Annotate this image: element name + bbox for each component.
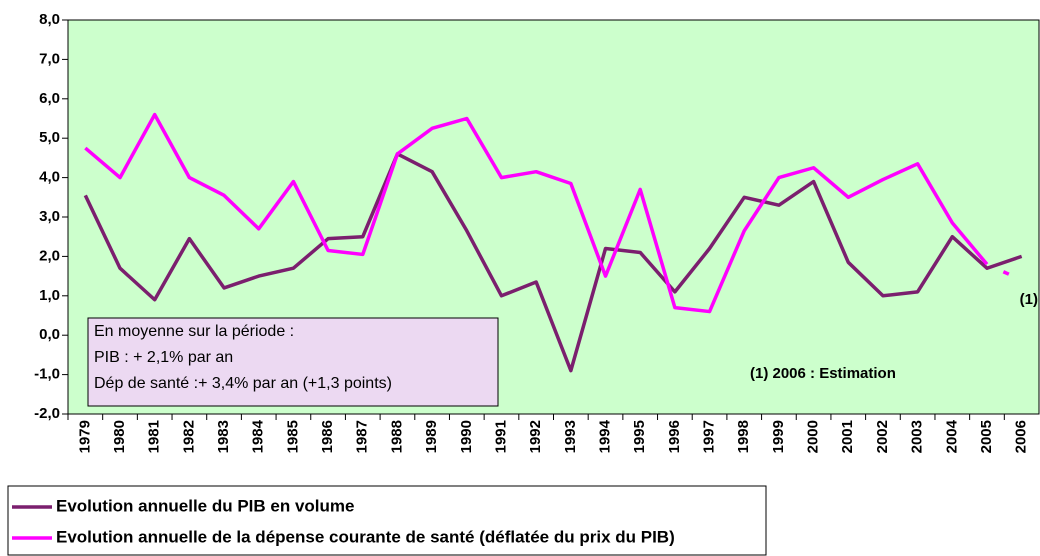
x-tick-label: 2000 <box>805 420 822 453</box>
x-tick-label: 2004 <box>943 419 960 453</box>
x-tick-label: 2006 <box>1013 420 1030 453</box>
y-tick-label: -2,0 <box>34 405 60 422</box>
x-tick-label: 1986 <box>319 420 336 453</box>
series-line <box>83 152 1023 373</box>
y-tick-label: 3,0 <box>39 208 60 225</box>
series-line-estimate <box>986 262 1023 282</box>
x-tick-label: 1989 <box>423 420 440 453</box>
note-box <box>87 317 499 407</box>
x-tick-label: 1980 <box>111 420 128 453</box>
series-line <box>84 112 989 314</box>
x-tick-label: 1998 <box>735 420 752 453</box>
x-tick-label: 1994 <box>596 419 613 453</box>
x-tick-label: 1982 <box>180 420 197 453</box>
legend-label: Evolution annuelle de la dépense courant… <box>56 527 675 546</box>
x-tick-label: 1988 <box>388 420 405 453</box>
note-line: En moyenne sur la période : <box>94 323 294 340</box>
y-tick-label: 2,0 <box>39 247 60 264</box>
x-tick-label: 2005 <box>978 420 995 453</box>
x-tick-label: 1995 <box>631 420 648 453</box>
y-tick-label: 7,0 <box>39 50 60 67</box>
x-tick-label: 1996 <box>666 420 683 453</box>
x-tick-label: 1993 <box>562 420 579 453</box>
x-tick-label: 1991 <box>492 420 509 453</box>
marker-label: (1) <box>1020 291 1038 308</box>
y-tick-label: 0,0 <box>39 326 60 343</box>
x-tick-label: 1983 <box>215 420 232 453</box>
x-tick-label: 1985 <box>284 420 301 453</box>
y-tick-label: 1,0 <box>39 287 60 304</box>
note-line: Dép de santé :+ 3,4% par an (+1,3 points… <box>94 375 392 392</box>
y-tick-label: 8,0 <box>39 11 60 28</box>
legend-label: Evolution annuelle du PIB en volume <box>56 496 354 515</box>
x-tick-label: 1999 <box>770 420 787 453</box>
y-tick-label: 4,0 <box>39 169 60 186</box>
x-tick-label: 1979 <box>76 420 93 453</box>
note-line: PIB : + 2,1% par an <box>94 349 233 366</box>
x-tick-label: 1981 <box>146 420 163 453</box>
footnote: (1) 2006 : Estimation <box>750 365 896 382</box>
legend <box>7 485 767 556</box>
y-tick-label: 5,0 <box>39 129 60 146</box>
x-tick-label: 2003 <box>909 420 926 453</box>
y-tick-label: -1,0 <box>34 366 60 383</box>
x-tick-label: 2002 <box>874 420 891 453</box>
marks <box>62 19 1023 420</box>
x-tick-label: 1990 <box>458 420 475 453</box>
x-tick-label: 2001 <box>839 420 856 453</box>
x-tick-label: 1987 <box>354 420 371 453</box>
y-tick-label: 6,0 <box>39 90 60 107</box>
x-tick-label: 1992 <box>527 420 544 453</box>
x-tick-label: 1997 <box>701 420 718 453</box>
x-tick-label: 1984 <box>250 419 267 453</box>
